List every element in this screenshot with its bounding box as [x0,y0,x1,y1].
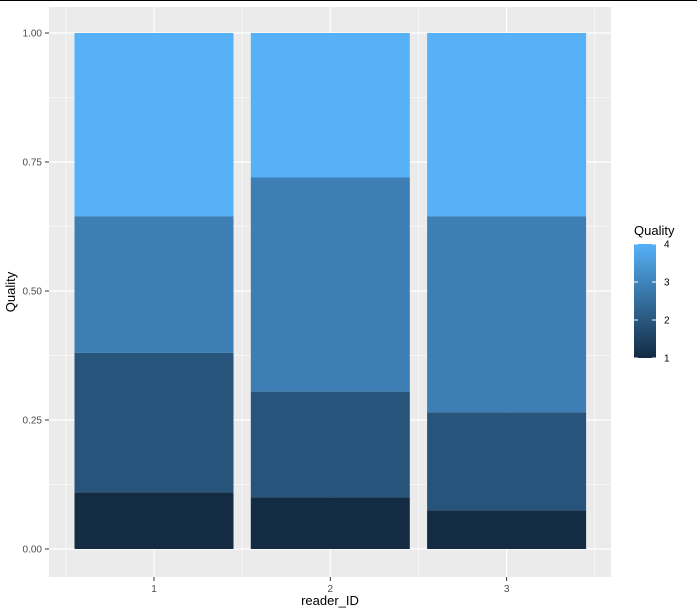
bar-segment [427,412,587,511]
y-tick-label: 0.50 [23,287,43,298]
bar-segment [250,33,410,178]
x-tick-label: 1 [151,584,157,595]
legend-colorbar [634,244,656,358]
y-tick-label: 0.75 [23,158,43,169]
legend-title: Quality [634,223,675,238]
bars [74,33,587,549]
x-tick-label: 2 [328,584,334,595]
legend: Quality 4 3 2 1 [634,223,675,365]
bar-segment [427,33,587,217]
top-border-line [0,0,697,1]
bar-segment [74,352,234,493]
y-axis-ticks: 0.00 0.25 0.50 0.75 1.00 [23,29,49,556]
bar-segment [250,391,410,498]
bar-segment [250,177,410,392]
bar-segment [74,492,234,549]
bar-segment [427,510,587,549]
legend-ticks: 4 3 2 1 [634,240,670,365]
bar-segment [74,216,234,353]
x-axis-ticks: 1 2 3 [151,577,510,595]
bar-segment [427,216,587,413]
y-tick-label: 0.00 [23,545,43,556]
legend-tick-label: 3 [664,278,670,289]
bar-segment [250,497,410,549]
legend-tick-label: 1 [664,354,670,365]
x-tick-label: 3 [504,584,510,595]
bar-segment [74,33,234,217]
y-tick-label: 1.00 [23,29,43,40]
legend-tick-label: 2 [664,316,670,327]
legend-tick-label: 4 [664,240,670,251]
x-axis-title: reader_ID [301,593,359,608]
y-axis-title: Quality [3,271,18,312]
y-tick-label: 0.25 [23,416,43,427]
